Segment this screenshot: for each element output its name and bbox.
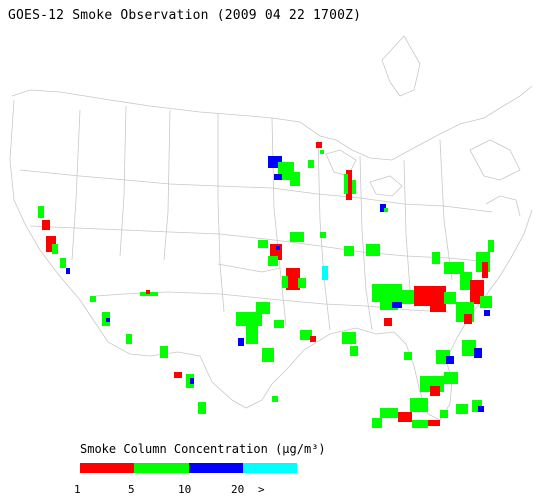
legend-tick: 20 <box>231 483 245 496</box>
smoke-clusters <box>38 142 494 428</box>
smoke-cluster-great-lakes <box>344 170 388 212</box>
legend-title: Smoke Column Concentration (µg/m³) <box>80 442 326 456</box>
legend-swatch-1-5 <box>80 463 135 473</box>
smoke-cluster-southeast <box>372 240 494 326</box>
boundary-lines <box>9 35 533 421</box>
smoke-cluster-central <box>258 232 380 290</box>
legend-tick: 5 <box>128 483 135 496</box>
smoke-cluster-north-plains <box>268 142 324 186</box>
smoke-cluster-california <box>38 206 158 326</box>
legend-tick: > <box>258 483 265 496</box>
smoke-cluster-caribbean <box>372 340 484 428</box>
smoke-cluster-gulf <box>236 302 358 362</box>
legend-swatch-20-plus <box>242 463 297 473</box>
map-title: GOES-12 Smoke Observation (2009 04 22 17… <box>8 8 362 23</box>
legend-swatch-5-10 <box>134 463 189 473</box>
legend-tick: 10 <box>178 483 192 496</box>
legend-tick: 1 <box>74 483 81 496</box>
smoke-cluster-mexico <box>126 334 278 414</box>
legend-swatch-10-20 <box>188 463 243 473</box>
legend-color-bar <box>80 463 297 473</box>
